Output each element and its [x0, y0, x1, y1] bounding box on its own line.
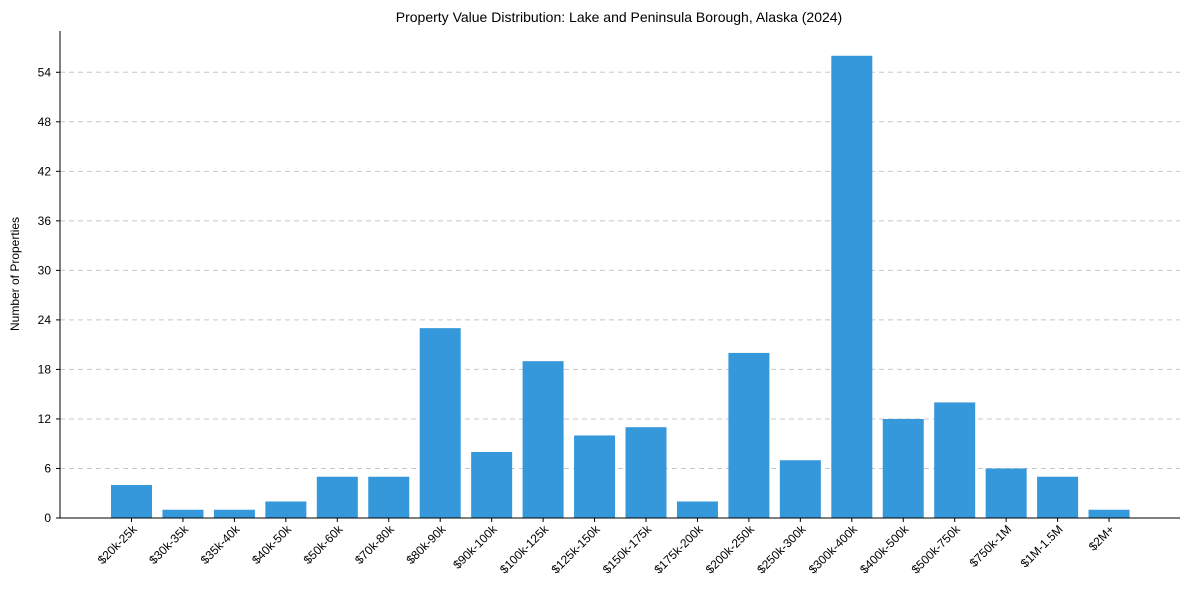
- bar: [265, 501, 307, 518]
- y-tick-label: 0: [44, 511, 51, 525]
- y-tick-label: 30: [38, 263, 52, 277]
- y-tick-label: 18: [38, 362, 52, 376]
- x-tick-label: $200k-250k: [703, 522, 758, 577]
- x-tick-label: $80k-90k: [404, 522, 450, 568]
- x-tick-label: $70k-80k: [352, 522, 398, 568]
- bar: [574, 435, 616, 518]
- chart-title: Property Value Distribution: Lake and Pe…: [396, 9, 842, 25]
- bar: [728, 352, 770, 518]
- bar: [162, 509, 204, 518]
- x-tick-label: $35k-40k: [198, 522, 244, 568]
- y-tick-label: 6: [44, 461, 51, 475]
- x-tick-label: $100k-125k: [497, 522, 552, 577]
- x-tick-label: $125k-150k: [548, 522, 603, 577]
- bar: [779, 460, 821, 518]
- y-axis-ticks: 0 6 12 18 24 30 36 42 48 54: [38, 65, 60, 525]
- axes: [59, 31, 1180, 519]
- y-tick-label: 48: [38, 115, 52, 129]
- x-tick-label: $250k-300k: [754, 522, 809, 577]
- x-tick-label: $30k-35k: [146, 522, 192, 568]
- x-tick-label: $500k-750k: [909, 522, 964, 577]
- x-tick-label: $150k-175k: [600, 522, 655, 577]
- x-tick-label: $90k-100k: [450, 522, 500, 572]
- bar: [831, 55, 873, 519]
- bars: [111, 55, 1130, 519]
- bar: [213, 509, 255, 518]
- bar: [882, 418, 924, 518]
- x-tick-label: $300k-400k: [806, 522, 861, 577]
- x-tick-label: $750k-1M: [967, 522, 1015, 570]
- x-tick-label: $40k-50k: [249, 522, 295, 568]
- bar: [934, 402, 976, 518]
- y-tick-label: 12: [38, 412, 52, 426]
- x-axis-ticks: $20k-25k $30k-35k $35k-40k $40k-50k $50k-60k…: [95, 518, 1117, 576]
- y-tick-label: 42: [38, 164, 52, 178]
- bar: [1037, 476, 1079, 518]
- x-tick-label: $2M+: [1086, 522, 1117, 553]
- bar: [522, 361, 564, 518]
- x-tick-label: $400k-500k: [857, 522, 912, 577]
- bar: [985, 468, 1027, 518]
- x-tick-label: $175k-200k: [651, 522, 706, 577]
- bar: [419, 328, 461, 518]
- y-tick-label: 54: [38, 65, 52, 79]
- y-tick-label: 24: [38, 313, 52, 327]
- x-tick-label: $1M-1.5M: [1018, 522, 1066, 570]
- bar: [676, 501, 718, 518]
- bar: [471, 451, 513, 518]
- bar: [316, 476, 358, 518]
- bar: [1088, 509, 1130, 518]
- bar: [625, 427, 667, 518]
- y-tick-label: 36: [38, 214, 52, 228]
- grid-lines: [60, 71, 1180, 469]
- bar: [368, 476, 410, 518]
- x-tick-label: $50k-60k: [301, 522, 347, 568]
- y-axis-label: Number of Properties: [8, 217, 22, 331]
- bar: [111, 484, 152, 518]
- x-tick-label: $20k-25k: [95, 522, 141, 568]
